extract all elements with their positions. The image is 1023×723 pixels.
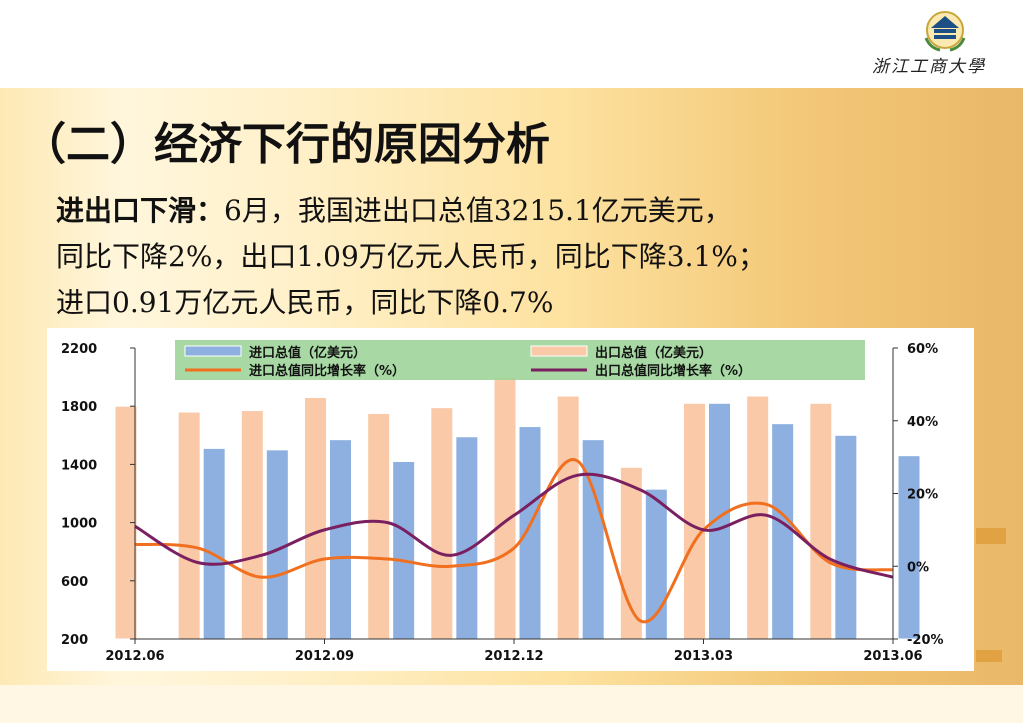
export-rate-line (134, 472, 894, 579)
body-line-3: 进口0.91万亿元人民币，同比下降0.7% (56, 286, 554, 319)
export-bar (809, 402, 833, 640)
trade-chart: 2200 1800 1400 1000 600 200 60% 40% 20% 0% -20% 201… (47, 328, 974, 671)
x-tick-label: 2012.06 (105, 649, 164, 664)
body-line-1: 进出口下滑：6月，我国进出口总值3215.1亿元美元， (56, 188, 976, 234)
import-bar (392, 460, 416, 640)
export-bar (493, 376, 517, 640)
left-tick-label: 1800 (61, 400, 97, 415)
import-bar (518, 426, 542, 640)
left-tick-label: 1400 (61, 458, 97, 473)
export-bar (240, 410, 264, 640)
decorative-shape (976, 650, 1002, 662)
export-bar (556, 395, 580, 640)
right-tick-label: 40% (907, 415, 938, 430)
x-tick-label: 2012.09 (295, 649, 354, 664)
export-bar (177, 411, 201, 640)
import-bar (644, 488, 668, 640)
import-bar (202, 447, 226, 640)
x-tick-label: 2013.06 (863, 649, 922, 664)
left-tick-label: 600 (61, 575, 88, 590)
body-line-2: 同比下降2%，出口1.09万亿元人民币，同比下降3.1%； (56, 240, 766, 273)
import-bar (771, 423, 795, 640)
x-tick-label: 2013.03 (674, 649, 733, 664)
legend-label: 出口总值同比增长率（%） (595, 363, 751, 379)
legend-label: 出口总值（亿美元） (595, 345, 712, 361)
right-tick-label: -20% (907, 633, 944, 648)
left-tick-label: 1000 (61, 517, 97, 532)
export-bar (367, 412, 391, 640)
import-bar (265, 449, 289, 640)
legend-box (175, 340, 865, 380)
slide-title: （二）经济下行的原因分析 (22, 119, 550, 170)
legend-swatch (184, 345, 242, 357)
export-bar (619, 466, 643, 640)
body-lead: 进出口下滑： (56, 194, 225, 227)
body-line-1-text: 6月，我国进出口总值3215.1亿元美元， (224, 194, 732, 227)
university-logo (924, 11, 966, 52)
left-tick-label: 200 (61, 633, 88, 648)
right-tick-label: 60% (907, 342, 938, 357)
trade-chart-svg: 220018001400100060020060%40%20%0%-20%201… (61, 340, 944, 664)
import-bar (897, 455, 921, 640)
legend-label: 进口总值（亿美元） (249, 345, 366, 361)
import-bar (834, 434, 858, 640)
right-tick-label: 20% (907, 488, 938, 503)
import-bar (329, 439, 352, 640)
legend-label: 进口总值同比增长率（%） (249, 363, 405, 379)
right-tick-label: 0% (907, 560, 929, 575)
university-name: 浙江工商大學 (872, 57, 986, 77)
slide-body: 进出口下滑：6月，我国进出口总值3215.1亿元美元， 同比下降2%，出口1.0… (56, 188, 976, 326)
export-bar (430, 407, 454, 640)
header-band (0, 0, 1023, 88)
export-bar (304, 396, 327, 640)
legend-swatch (530, 345, 588, 357)
decorative-shape (976, 528, 1006, 544)
x-tick-label: 2012.12 (484, 649, 543, 664)
bottom-strip (0, 685, 1023, 723)
left-tick-label: 2200 (61, 342, 97, 357)
import-bar (455, 436, 479, 640)
